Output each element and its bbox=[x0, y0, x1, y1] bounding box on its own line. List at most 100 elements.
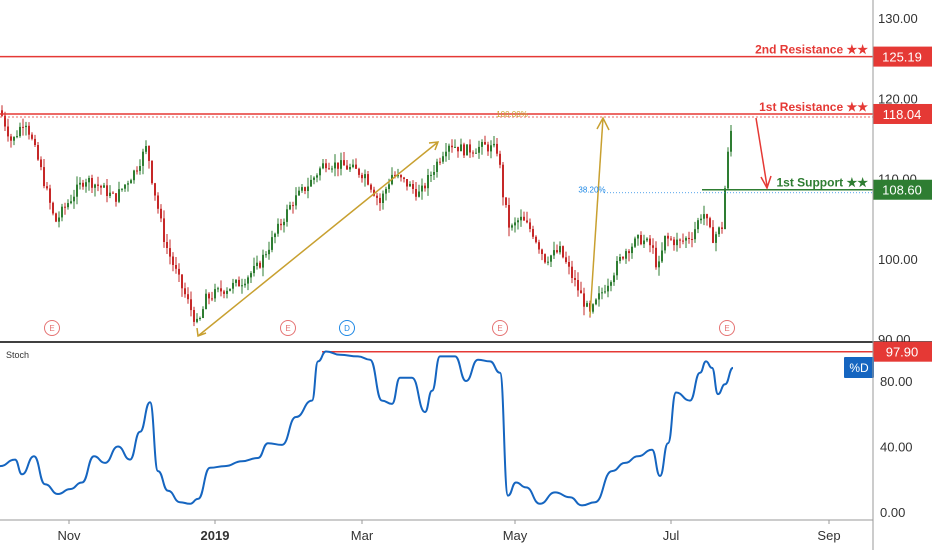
candle-body bbox=[160, 208, 162, 219]
candle-body bbox=[670, 238, 672, 240]
candle-body bbox=[310, 179, 312, 187]
candle-body bbox=[151, 160, 153, 184]
price-levels: 2nd Resistance ★★ 1st Resistance ★★ 1st Su… bbox=[0, 43, 873, 194]
candle-body bbox=[190, 299, 192, 311]
candle-body bbox=[229, 288, 231, 291]
candle-body bbox=[313, 177, 315, 180]
stoch-legend-badge[interactable]: %D bbox=[844, 357, 874, 378]
x-tick-label: Mar bbox=[351, 528, 374, 543]
trend-arrow-tail bbox=[196, 327, 207, 338]
candle-body bbox=[49, 188, 51, 203]
candle-body bbox=[121, 188, 123, 190]
candle-body bbox=[145, 146, 147, 152]
trend-arrow-head bbox=[428, 141, 440, 151]
candle-body bbox=[388, 184, 390, 189]
candle-body bbox=[538, 242, 540, 250]
candle-body bbox=[502, 164, 504, 198]
candle-body bbox=[94, 184, 96, 188]
candle-body bbox=[721, 227, 723, 229]
candle-body bbox=[688, 237, 690, 239]
candle-body bbox=[664, 235, 666, 251]
stoch-y-axis: 80.00 40.00 0.00 bbox=[880, 374, 913, 520]
candle-body bbox=[661, 250, 663, 262]
candle-body bbox=[184, 288, 186, 295]
candle-body bbox=[385, 188, 387, 194]
candle-body bbox=[613, 275, 615, 283]
candle-body bbox=[697, 220, 699, 230]
candle-body bbox=[475, 152, 477, 154]
candle-body bbox=[157, 195, 159, 209]
candle-body bbox=[412, 184, 414, 189]
fib-arrow-line bbox=[589, 117, 604, 317]
candle-body bbox=[232, 282, 234, 289]
candle-body bbox=[400, 175, 402, 178]
candle-body bbox=[325, 163, 327, 169]
event-marker-circle bbox=[44, 320, 60, 336]
candle-body bbox=[256, 262, 258, 266]
candle-body bbox=[571, 266, 573, 278]
candle-body bbox=[673, 239, 675, 246]
candle-body bbox=[550, 255, 552, 262]
candle-body bbox=[712, 227, 714, 243]
candle-body bbox=[214, 289, 216, 299]
event-marker-label: E bbox=[285, 324, 290, 333]
candle-body bbox=[115, 193, 117, 202]
candle-body bbox=[436, 161, 438, 172]
candle-body bbox=[1, 110, 3, 116]
event-marker-circle bbox=[339, 320, 355, 336]
candle-body bbox=[616, 261, 618, 276]
candle-body bbox=[25, 125, 27, 128]
candle-body bbox=[364, 174, 366, 179]
projection-arrow-head bbox=[760, 175, 772, 190]
candle-body bbox=[598, 293, 600, 300]
candle-body bbox=[379, 197, 381, 203]
candle-body bbox=[22, 126, 24, 128]
candle-body bbox=[271, 237, 273, 250]
stoch-title: Stoch bbox=[6, 350, 29, 360]
candle-body bbox=[91, 178, 93, 188]
candle-body bbox=[559, 246, 561, 253]
price-annotations: 100.00% 38.20% bbox=[196, 110, 772, 338]
candle-body bbox=[448, 145, 450, 152]
candle-body bbox=[181, 274, 183, 289]
candle-body bbox=[619, 257, 621, 261]
candle-body bbox=[4, 115, 6, 127]
candle-body bbox=[238, 279, 240, 287]
candle-body bbox=[580, 290, 582, 294]
candle-body bbox=[154, 183, 156, 196]
event-marker-circle bbox=[280, 320, 296, 336]
candle-body bbox=[709, 218, 711, 228]
candle-body bbox=[289, 205, 291, 210]
candle-body bbox=[454, 146, 456, 148]
candle-body bbox=[397, 175, 399, 177]
candle-body bbox=[346, 165, 348, 170]
candle-body bbox=[241, 285, 243, 287]
candle-body bbox=[481, 142, 483, 147]
resistance-2-value-label: 125.19 bbox=[882, 50, 922, 65]
candle-body bbox=[52, 202, 54, 214]
candle-body bbox=[37, 145, 39, 160]
candle-body bbox=[685, 237, 687, 241]
resistance-2-label: 2nd Resistance ★★ bbox=[755, 43, 868, 57]
candle-body bbox=[355, 164, 357, 169]
candle-body bbox=[715, 234, 717, 243]
candle-body bbox=[556, 250, 558, 253]
candle-body bbox=[223, 291, 225, 294]
candle-body bbox=[76, 184, 78, 197]
event-marker-circle bbox=[719, 320, 735, 336]
event-marker-circle bbox=[492, 320, 508, 336]
candle-body bbox=[601, 292, 603, 294]
candle-body bbox=[79, 182, 81, 185]
candle-body bbox=[343, 160, 345, 166]
candle-body bbox=[646, 238, 648, 241]
candle-body bbox=[268, 249, 270, 255]
price-y-tick: 100.00 bbox=[878, 252, 918, 267]
candle-body bbox=[361, 174, 363, 179]
candle-body bbox=[28, 125, 30, 135]
candle-body bbox=[490, 145, 492, 152]
candle-body bbox=[211, 298, 213, 300]
candle-body bbox=[484, 142, 486, 145]
fib-382-label: 38.20% bbox=[578, 186, 605, 195]
candle-body bbox=[457, 146, 459, 152]
